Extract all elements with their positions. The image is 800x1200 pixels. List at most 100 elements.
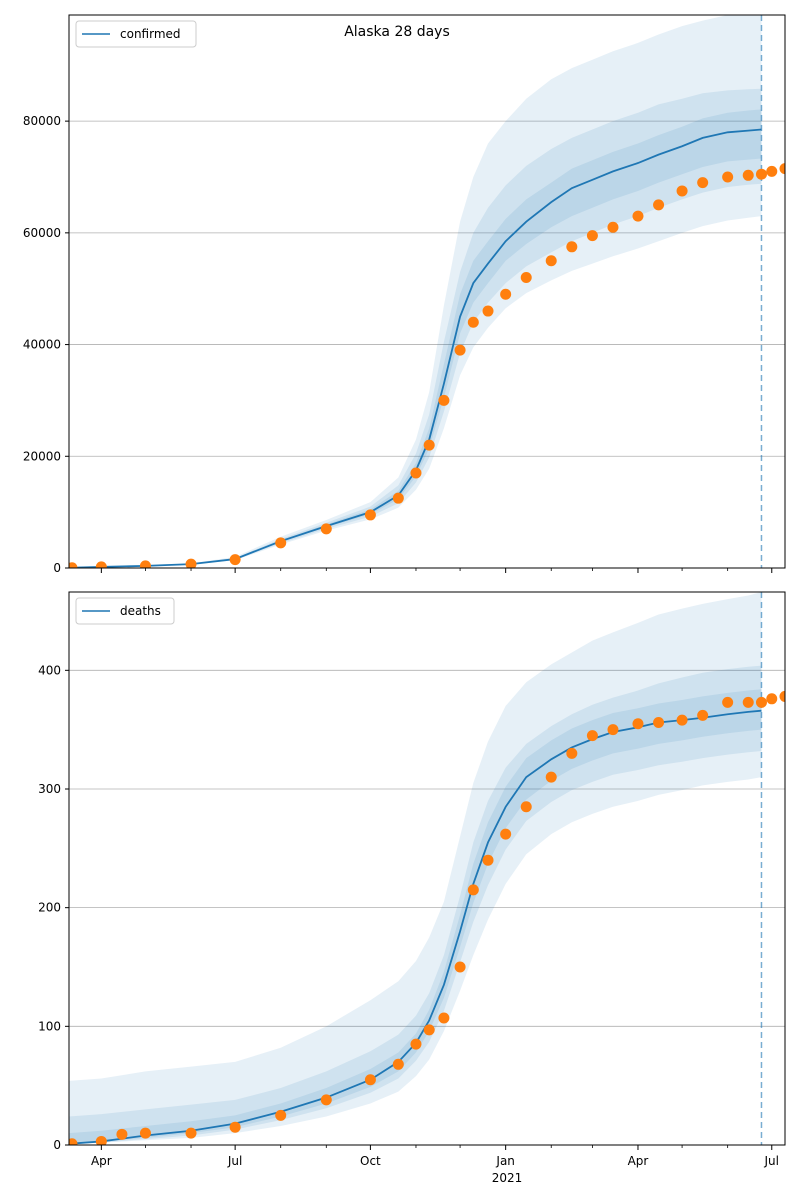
x-tick-label: Oct [360,1154,381,1168]
uncertainty-bands [69,15,762,568]
y-tick-label: 400 [38,663,61,677]
observed-point [779,163,785,175]
observed-point [423,1024,435,1036]
observed-point [95,561,107,568]
x-axis: Apr Jul Oct Jan Apr Jul [91,1145,779,1168]
observed-point [653,199,665,211]
observed-points [69,163,785,568]
observed-point [320,523,332,535]
observed-point [139,1127,151,1139]
observed-point [697,177,709,189]
observed-point [423,439,435,451]
observed-point [95,1135,107,1145]
x-axis [100,568,773,573]
model-line [69,709,762,1145]
observed-point [69,562,78,568]
y-tick-label: 0 [53,561,61,575]
observed-point [438,1012,450,1024]
observed-point [392,492,404,504]
observed-point [229,1121,241,1133]
observed-point [766,693,778,705]
y-tick-label: 200 [38,901,61,915]
observed-point [632,718,644,730]
observed-point [607,221,619,233]
observed-point [520,272,532,284]
observed-points [69,690,785,1145]
observed-point [69,1138,78,1145]
observed-point [438,394,450,406]
legend-label: deaths [120,604,161,618]
observed-point [482,854,494,866]
legend: confirmed [75,20,197,48]
y-axis: 0 20000 40000 60000 80000 [23,114,69,575]
observed-point [755,168,767,180]
observed-point [364,509,376,521]
observed-point [467,316,479,328]
observed-point [545,255,557,267]
observed-point [482,305,494,317]
observed-point [500,828,512,840]
uncertainty-band [69,15,762,568]
observed-point [320,1094,332,1106]
observed-point [586,230,598,242]
axes-frame [68,14,786,569]
y-tick-label: 60000 [23,226,61,240]
observed-point [653,717,665,729]
y-tick-label: 0 [53,1138,61,1152]
x-tick-label: Jan [495,1154,515,1168]
legend: deaths [75,597,175,625]
axes-frame [68,591,786,1146]
uncertainty-band [69,109,762,568]
observed-point [139,560,151,568]
observed-point [676,185,688,197]
y-tick-label: 40000 [23,338,61,352]
observed-point [742,696,754,708]
y-tick-label: 300 [38,782,61,796]
y-tick-label: 100 [38,1019,61,1033]
x-tick-label: Apr [91,1154,112,1168]
observed-point [697,709,709,721]
observed-point [467,884,479,896]
observed-point [116,1128,128,1140]
observed-point [520,801,532,813]
observed-point [229,554,241,566]
observed-point [392,1058,404,1070]
observed-point [722,171,734,183]
legend-box [75,597,175,625]
observed-point [742,169,754,181]
uncertainty-band [69,88,762,568]
model-line [69,128,762,568]
y-axis: 0 100 200 300 400 [38,663,69,1152]
observed-point [500,288,512,300]
uncertainty-bands [69,592,762,1144]
legend-box [75,20,197,48]
x-axis-year-label: 2021 [492,1171,523,1185]
x-tick-label: Jul [764,1154,779,1168]
y-tick-label: 20000 [23,449,61,463]
observed-point [410,1038,422,1050]
confirmed-chart-panel: 0 20000 40000 60000 80000 confirmed Alaska 2… [23,14,786,575]
observed-point [766,165,778,177]
observed-point [755,696,767,708]
observed-point [185,558,197,568]
observed-point [607,724,619,736]
uncertainty-band [69,689,762,1144]
observed-point [632,210,644,222]
x-tick-label: Jul [227,1154,242,1168]
observed-point [185,1127,197,1139]
observed-point [722,696,734,708]
observed-point [275,537,287,549]
observed-point [364,1074,376,1086]
observed-point [545,771,557,783]
observed-point [454,344,466,356]
x-tick-label: Apr [628,1154,649,1168]
observed-point [676,714,688,726]
model-line-group [69,709,762,1145]
uncertainty-band [69,592,762,1144]
observed-point [586,730,598,742]
legend-label: confirmed [120,27,181,41]
observed-point [275,1109,287,1121]
chart-title: Alaska 28 days [344,24,450,40]
